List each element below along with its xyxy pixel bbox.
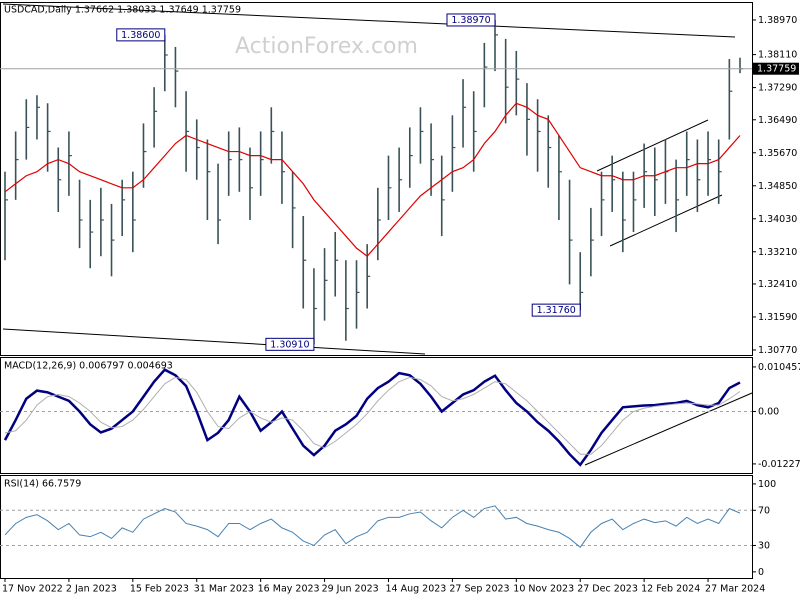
- y-tick-label: 1.37290: [758, 83, 797, 94]
- x-tick-label: 31 Mar 2023: [194, 584, 254, 595]
- annotation-label: 1.30910: [270, 339, 309, 350]
- rsi-title: RSI(14) 66.7579: [4, 479, 81, 490]
- y-tick-label: -0.012276: [758, 459, 800, 470]
- y-tick-label: 1.38970: [758, 15, 797, 26]
- y-tick-label: 100: [758, 479, 776, 490]
- x-tick-label: 2 Jan 2023: [66, 584, 117, 595]
- y-tick-label: 1.36490: [758, 115, 797, 126]
- x-tick-label: 16 May 2023: [258, 584, 320, 595]
- macd-title: MACD(12,26,9) 0.006797 0.004693: [4, 361, 173, 372]
- x-tick-label: 14 Aug 2023: [385, 584, 446, 595]
- indicator-line: [4, 376, 741, 455]
- x-tick-label: 27 Sep 2023: [449, 584, 509, 595]
- y-tick-label: 1.38110: [758, 50, 797, 61]
- channel-line: [609, 194, 723, 247]
- x-tick-label: 17 Nov 2022: [2, 584, 63, 595]
- x-tick-label: 10 Nov 2023: [513, 584, 574, 595]
- annotation-box: [265, 337, 315, 351]
- indicator-line: [4, 505, 741, 548]
- channel-line: [596, 119, 709, 172]
- price-panel: [0, 2, 753, 356]
- x-tick-label: 29 Jun 2023: [322, 584, 379, 595]
- y-tick-label: 0.010457: [758, 362, 800, 373]
- watermark: ActionForex.com: [235, 34, 418, 59]
- annotation-box: [531, 303, 581, 317]
- annotation-box: [446, 13, 496, 27]
- y-tick-label: 1.34030: [758, 214, 797, 225]
- y-tick-label: 1.31590: [758, 312, 797, 323]
- macd-panel: [0, 357, 753, 474]
- y-tick-label: 1.30770: [758, 345, 797, 356]
- trendline: [2, 328, 426, 355]
- price-title: USDCAD,Daily 1.37662 1.38033 1.37649 1.3…: [4, 5, 241, 16]
- x-tick-label: 12 Feb 2024: [641, 584, 700, 595]
- trendlines: [2, 3, 753, 466]
- y-tick-label: 30: [758, 540, 770, 551]
- y-tick-label: 1.34850: [758, 181, 797, 192]
- y-tick-label: 1.32410: [758, 279, 797, 290]
- trendline: [584, 392, 753, 466]
- rsi-panel: [0, 475, 753, 579]
- indicator-line: [4, 102, 741, 258]
- y-tick-label: 70: [758, 505, 770, 516]
- annotation-label: 1.38970: [451, 15, 490, 26]
- x-tick-label: 15 Feb 2023: [130, 584, 189, 595]
- y-tick-label: 1.33210: [758, 247, 797, 258]
- y-tick-label: 1.35670: [758, 148, 797, 159]
- last-price-label: 1.37759: [757, 64, 796, 75]
- trendline: [2, 3, 736, 38]
- annotation-box: [116, 28, 166, 42]
- y-tick-label: 0.00: [758, 407, 779, 418]
- indicator-line: [3, 368, 741, 467]
- annotation-label: 1.38600: [121, 30, 160, 41]
- last-price-box: [753, 62, 799, 75]
- y-tick-label: 0: [758, 567, 764, 578]
- x-tick-label: 27 Dec 2023: [577, 584, 638, 595]
- x-tick-label: 27 Mar 2024: [705, 584, 765, 595]
- annotation-label: 1.31760: [537, 305, 576, 316]
